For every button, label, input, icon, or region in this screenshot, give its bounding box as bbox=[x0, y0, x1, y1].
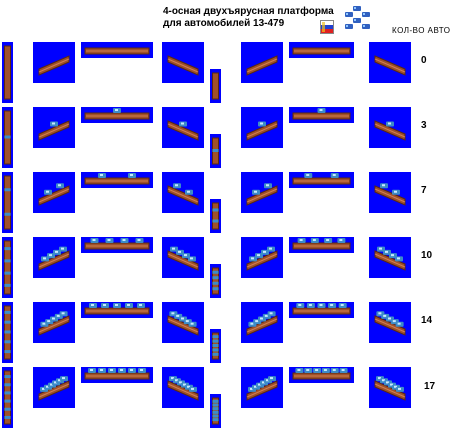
view-diag-up-2 bbox=[241, 237, 283, 278]
view-diag-down-2 bbox=[369, 237, 411, 278]
view-side-2 bbox=[289, 237, 354, 253]
title-line-1: 4-осная двухъярусная платформа bbox=[163, 6, 334, 17]
view-diag-up-1 bbox=[33, 302, 75, 343]
view-diag-up-2 bbox=[241, 172, 283, 213]
car-count-value: 3 bbox=[421, 120, 427, 131]
view-diag-up-2 bbox=[241, 367, 283, 408]
car-count-value: 0 bbox=[421, 55, 427, 66]
view-diag-up-1 bbox=[33, 42, 75, 83]
view-diag-down-2 bbox=[369, 302, 411, 343]
view-diag-down-2 bbox=[369, 172, 411, 213]
view-vertical-left bbox=[2, 367, 13, 428]
view-side-1 bbox=[81, 42, 153, 58]
view-diag-down-1 bbox=[162, 172, 204, 213]
view-vertical-center bbox=[210, 134, 221, 168]
view-diag-up-2 bbox=[241, 107, 283, 148]
view-diag-up-1 bbox=[33, 367, 75, 408]
view-diag-down-2 bbox=[369, 367, 411, 408]
view-vertical-left bbox=[2, 172, 13, 233]
view-vertical-center bbox=[210, 329, 221, 363]
wagon-dots-icon bbox=[343, 5, 373, 31]
car-count-value: 10 bbox=[421, 250, 433, 261]
view-side-2 bbox=[289, 107, 354, 123]
view-diag-down-1 bbox=[162, 107, 204, 148]
view-vertical-center bbox=[210, 199, 221, 233]
view-vertical-left bbox=[2, 107, 13, 168]
view-diag-up-1 bbox=[33, 172, 75, 213]
flag-icon bbox=[320, 20, 334, 34]
view-vertical-left bbox=[2, 42, 13, 103]
view-diag-up-2 bbox=[241, 42, 283, 83]
view-diag-down-1 bbox=[162, 237, 204, 278]
view-vertical-left bbox=[2, 237, 13, 298]
view-diag-down-1 bbox=[162, 367, 204, 408]
title-line-2: для автомобилей 13-479 bbox=[163, 18, 285, 29]
car-count-value: 7 bbox=[421, 185, 427, 196]
view-side-1 bbox=[81, 107, 153, 123]
view-side-2 bbox=[289, 367, 354, 383]
car-count-header: КОЛ-ВО АВТО bbox=[392, 26, 451, 35]
view-vertical-left bbox=[2, 302, 13, 363]
view-side-1 bbox=[81, 172, 153, 188]
page-title: 4-осная двухъярусная платформа для автом… bbox=[163, 6, 334, 30]
view-diag-up-1 bbox=[33, 237, 75, 278]
car-count-value: 17 bbox=[424, 381, 436, 392]
view-diag-down-2 bbox=[369, 107, 411, 148]
car-count-value: 14 bbox=[421, 315, 433, 326]
view-side-1 bbox=[81, 302, 153, 318]
view-diag-down-1 bbox=[162, 302, 204, 343]
view-diag-up-2 bbox=[241, 302, 283, 343]
view-diag-down-1 bbox=[162, 42, 204, 83]
view-side-1 bbox=[81, 237, 153, 253]
view-diag-down-2 bbox=[369, 42, 411, 83]
view-side-2 bbox=[289, 172, 354, 188]
view-vertical-center bbox=[210, 69, 221, 103]
view-vertical-center bbox=[210, 264, 221, 298]
view-vertical-center bbox=[210, 394, 221, 428]
view-diag-up-1 bbox=[33, 107, 75, 148]
view-side-2 bbox=[289, 42, 354, 58]
view-side-2 bbox=[289, 302, 354, 318]
view-side-1 bbox=[81, 367, 153, 383]
